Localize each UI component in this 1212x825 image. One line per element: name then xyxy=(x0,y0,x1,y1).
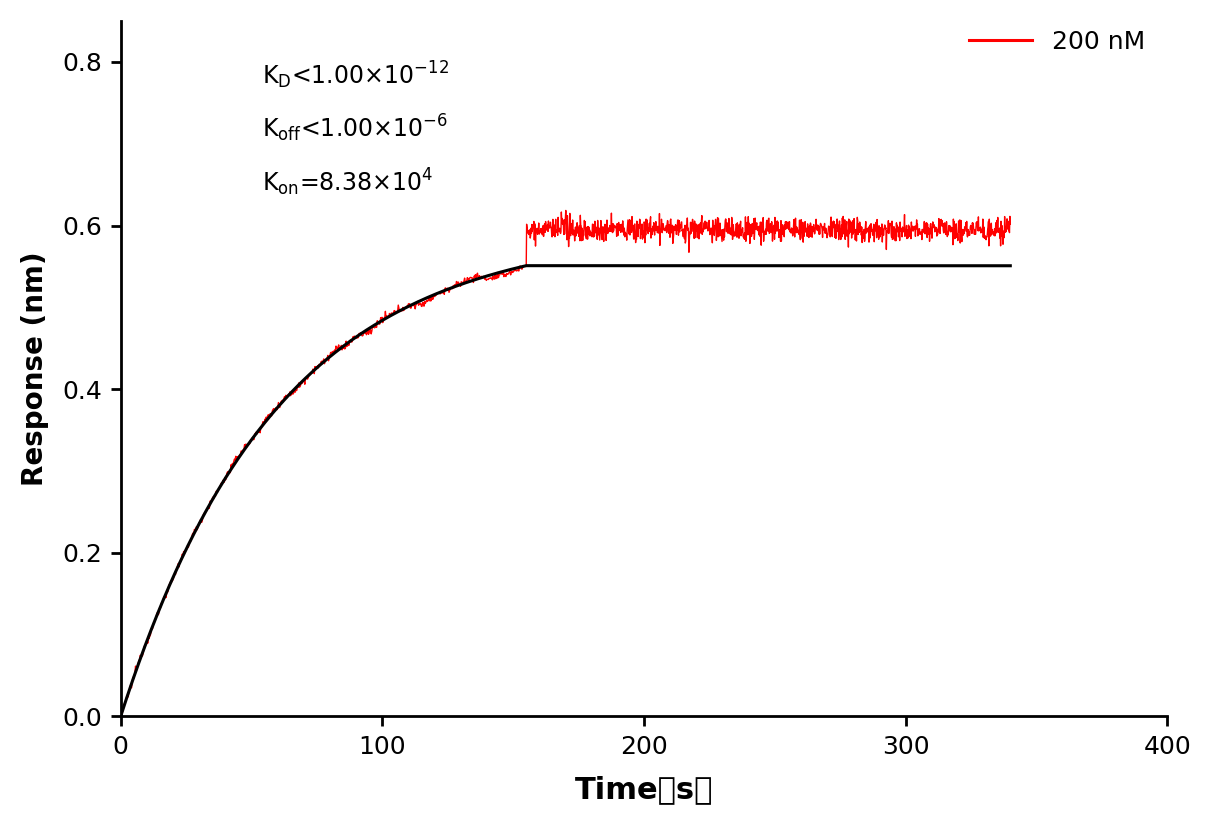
200 nM xyxy=(681,223,696,233)
200 nM xyxy=(920,218,934,228)
Legend: 200 nM: 200 nM xyxy=(959,20,1155,64)
200 nM xyxy=(114,711,128,721)
200 nM xyxy=(457,276,471,286)
200 nM xyxy=(559,219,573,229)
Text: $\mathrm{K_{off}}$<1.00×10$^{-6}$: $\mathrm{K_{off}}$<1.00×10$^{-6}$ xyxy=(262,113,448,144)
Line: 200 nM: 200 nM xyxy=(121,210,1011,716)
Text: $\mathrm{K_{on}}$=8.38×10$^4$: $\mathrm{K_{on}}$=8.38×10$^4$ xyxy=(262,167,433,198)
200 nM xyxy=(1004,219,1018,229)
200 nM xyxy=(139,639,154,649)
X-axis label: Time（s）: Time（s） xyxy=(574,776,713,804)
200 nM xyxy=(311,363,326,373)
Y-axis label: Response (nm): Response (nm) xyxy=(21,252,48,486)
Text: $\mathrm{K_D}$<1.00×10$^{-12}$: $\mathrm{K_D}$<1.00×10$^{-12}$ xyxy=(262,59,448,91)
200 nM xyxy=(559,205,573,215)
